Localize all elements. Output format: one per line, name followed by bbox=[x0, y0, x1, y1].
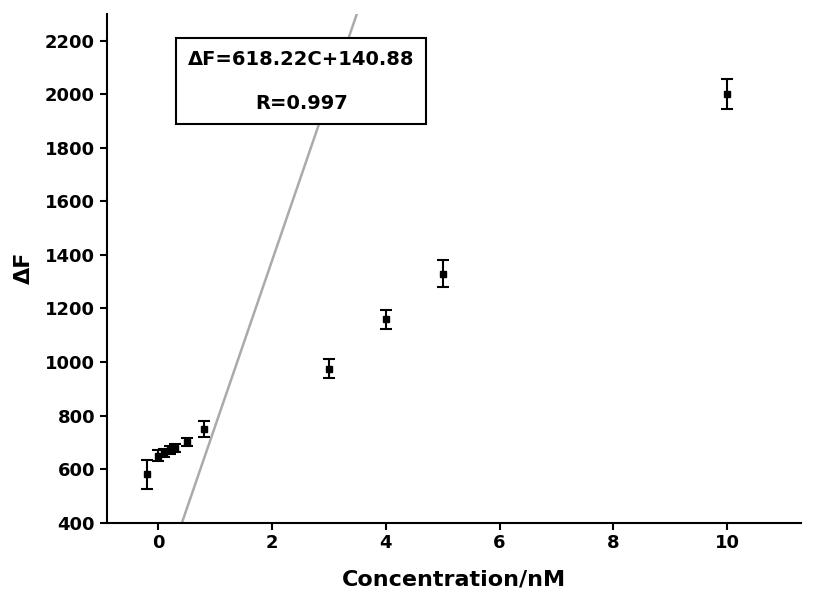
Y-axis label: ΔF: ΔF bbox=[14, 252, 34, 285]
X-axis label: Concentration/nM: Concentration/nM bbox=[342, 569, 566, 589]
Text: ΔF=618.22C+140.88

R=0.997: ΔF=618.22C+140.88 R=0.997 bbox=[188, 49, 415, 113]
